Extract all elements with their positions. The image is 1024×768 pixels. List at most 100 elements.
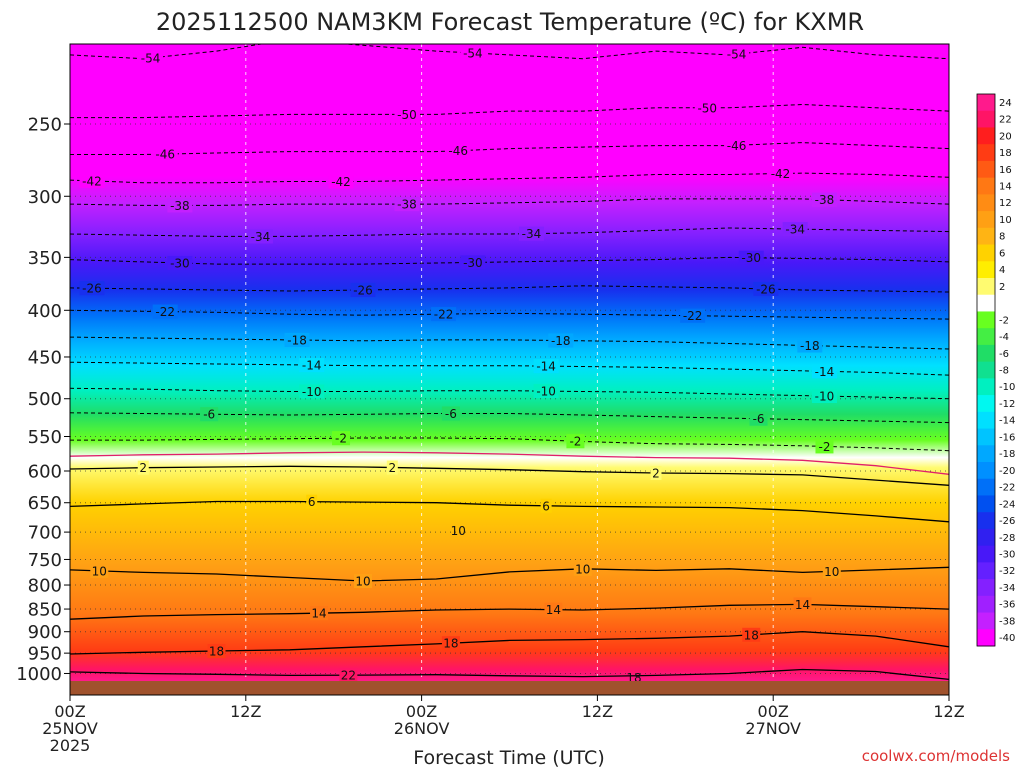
isotherm-label-bg [431,307,457,322]
isotherm-label: -2 [569,435,581,449]
colorbar-label: -34 [999,583,1015,594]
colorbar-swatch [977,462,995,480]
isotherm-label: -22 [434,308,454,322]
isotherm-label-bg [306,494,318,509]
isotherm-label: 2 [652,466,660,480]
isotherm-label: -6 [753,412,765,426]
colorbar-label: 8 [999,232,1005,243]
colorbar-label: 18 [999,148,1012,159]
colorbar-label: -6 [999,349,1009,360]
colorbar-label: -38 [999,616,1015,627]
isotherm-label-bg [797,338,823,353]
isotherm-label-bg [460,46,486,61]
colorbar-swatch [977,294,995,312]
chart-title: 2025112500 NAM3KM Forecast Temperature (… [156,8,864,36]
temperature-field [70,44,949,695]
colorbar-swatch [977,211,995,229]
colorbar-label: -2 [999,315,1009,326]
colorbar-label: 16 [999,165,1012,176]
isotherm-label: 14 [546,603,561,617]
isotherm-label-bg [152,304,178,319]
colorbar-label: -4 [999,332,1009,343]
y-tick-label: 600 [28,462,62,483]
isotherm-label: -2 [335,432,347,446]
isotherm-label: -14 [815,365,835,379]
isotherm-label-bg [394,197,420,212]
isotherm-label: -42 [82,174,102,188]
isotherm-22 [70,668,949,681]
colorbar-swatch [977,378,995,396]
isotherm-label-bg [152,147,178,162]
colorbar-swatch [977,244,995,262]
colorbar-label: -14 [999,416,1015,427]
isotherm-0 [70,451,949,475]
isotherm-label-bg [793,597,812,612]
y-tick-label: 500 [28,389,62,410]
y-tick-label: 950 [28,644,62,665]
isotherm-label: 22 [341,669,356,683]
isotherm-label: 6 [308,495,316,509]
x-tick-label: 12Z [230,702,261,721]
isotherm-label: -18 [551,334,571,348]
isotherm-label: -30 [463,256,483,270]
isotherm-label-bg [247,229,273,244]
isotherm-label: -34 [785,223,805,237]
isotherm-label: -50 [697,101,717,115]
isotherm-label-bg [445,143,471,158]
isotherm-label-bg [332,431,351,446]
colorbar-label: 22 [999,115,1012,126]
isotherm-label: -26 [756,282,776,296]
credit-link[interactable]: coolwx.com/models [862,747,1010,765]
isotherm-label-bg [79,281,105,296]
isotherm-label-bg [354,574,372,589]
isotherm-label-bg [79,173,105,188]
isotherm-label-bg [768,166,794,181]
isotherm-label-bg [533,384,559,399]
isotherm-label-bg [518,226,544,241]
isotherm-label: -46 [727,139,747,153]
colorbar-swatch [977,227,995,246]
colorbar-swatch [977,528,995,547]
isotherm-label-bg [90,563,109,578]
colorbar-label: -20 [999,466,1015,477]
isotherm-label-bg [350,282,376,297]
isotherm-label-bg [167,198,193,213]
isotherm-label: -38 [397,198,417,212]
isotherm-label: -42 [771,167,791,181]
y-axis-pressure-ticks: 2503003504004505005506006507007508008509… [16,115,70,685]
isotherm-label: -34 [251,230,271,244]
isotherm-label: 18 [744,628,759,642]
isotherm-label-bg [749,411,768,426]
y-tick-label: 700 [28,523,62,544]
colorbar-label: -10 [999,382,1015,393]
colorbar-swatch [977,512,995,530]
isotherm-label-bg [460,255,486,270]
isotherm-label-bg [811,364,837,379]
isotherm-label: -54 [463,47,483,61]
isotherm-6 [70,500,949,523]
colorbar-swatch [977,545,995,563]
isotherm-label-bg [310,606,329,621]
isotherm-label-bg [694,100,720,115]
isotherm-label-bg [753,281,779,296]
isotherm-label-bg [339,668,358,683]
x-tick-label: 00Z [54,702,85,721]
colorbar-label: 4 [999,265,1005,276]
isotherm-label-bg [815,439,834,454]
isotherm-label-bg [680,308,706,323]
y-tick-label: 750 [28,550,62,571]
colorbar-label: -40 [999,633,1015,644]
isotherm-label-bg [782,222,808,237]
y-tick-label: 900 [28,622,62,643]
plot-area: -54 -54 -54 -50 -50 -46 -46 -46 -42 -42 -42 -38 -38 -… [70,44,949,695]
x-tick-label: 00Z [758,702,789,721]
isotherm-label-bg [811,192,837,207]
isotherm-label: 2 [139,461,147,475]
x-tick-label: 2025 [50,736,91,755]
isotherm-label: -10 [302,385,322,399]
colorbar-label: 24 [999,98,1012,109]
colorbar-swatch [977,562,995,580]
colorbar-swatch [977,595,995,614]
